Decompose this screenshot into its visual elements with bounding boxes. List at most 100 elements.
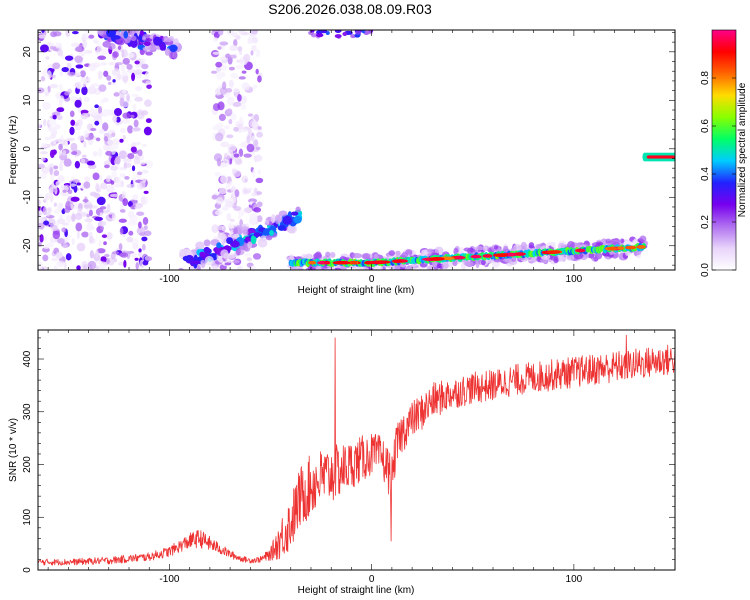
spectrogram-x-axis-label: Height of straight line (km) bbox=[298, 285, 415, 296]
rising-trace-blob bbox=[203, 246, 211, 254]
speckle-blob bbox=[38, 222, 45, 230]
speckle-blob bbox=[87, 86, 97, 95]
speckle-blob bbox=[226, 134, 234, 139]
speckle-blob bbox=[52, 31, 62, 37]
speckle-blob bbox=[139, 180, 146, 189]
speckle-blob bbox=[91, 205, 98, 209]
speckle-blob bbox=[70, 196, 80, 202]
speckle-blob bbox=[51, 257, 59, 262]
speckle-blob bbox=[125, 162, 132, 168]
speckle-blob bbox=[85, 30, 91, 34]
colorbar-tick-label: 0.4 bbox=[700, 167, 711, 181]
rising-trace-blob bbox=[242, 229, 249, 236]
trace-halo-blob bbox=[405, 249, 413, 255]
trace-peak-blob bbox=[454, 255, 465, 260]
speckle-blob bbox=[229, 223, 235, 229]
trace-halo-blob bbox=[510, 256, 517, 262]
speckle-blob bbox=[232, 259, 240, 264]
y-tick-label: 100 bbox=[22, 508, 33, 525]
speckle-blob bbox=[103, 70, 109, 77]
colorbar-tick-label: 0.8 bbox=[700, 71, 711, 85]
speckle-blob bbox=[45, 56, 50, 60]
speckle-blob bbox=[132, 127, 141, 132]
speckle-blob bbox=[214, 210, 223, 216]
speckle-blob bbox=[141, 243, 146, 251]
trace-halo-blob bbox=[352, 253, 362, 259]
speckle-blob bbox=[80, 158, 86, 164]
speckle-blob bbox=[253, 139, 259, 147]
speckle-blob bbox=[40, 157, 46, 162]
speckle-blob bbox=[66, 137, 76, 142]
speckle-blob bbox=[110, 165, 119, 171]
arc-blob bbox=[141, 36, 147, 41]
speckle-blob bbox=[82, 211, 87, 217]
speckle-blob bbox=[115, 177, 121, 184]
speckle-blob bbox=[57, 202, 64, 211]
speckle-blob bbox=[139, 161, 146, 165]
colorbar-gradient-bar bbox=[711, 29, 737, 271]
speckle-blob bbox=[65, 30, 71, 37]
speckle-blob bbox=[220, 174, 229, 184]
rising-trace-blob bbox=[247, 241, 253, 249]
trace-halo-blob bbox=[329, 267, 336, 270]
rising-trace-blob bbox=[223, 252, 230, 260]
trace-peak-blob bbox=[624, 245, 637, 250]
speckle-blob bbox=[233, 153, 240, 158]
fragment-blob bbox=[346, 30, 353, 35]
speckle-blob bbox=[74, 160, 81, 169]
fragment-blob bbox=[342, 31, 348, 36]
speckle-blob bbox=[218, 187, 227, 195]
speckle-blob bbox=[215, 122, 224, 129]
speckle-blob bbox=[238, 76, 246, 80]
speckle-blob bbox=[42, 206, 48, 216]
speckle-blob bbox=[130, 252, 138, 257]
trace-peak-blob bbox=[496, 253, 508, 257]
speckle-blob bbox=[119, 173, 126, 178]
speckle-blob bbox=[83, 181, 91, 189]
speckle-blob bbox=[43, 236, 48, 241]
speckle-blob bbox=[69, 126, 75, 136]
speckle-blob bbox=[251, 192, 257, 197]
speckle-blob bbox=[134, 205, 141, 210]
speckle-blob bbox=[232, 101, 242, 107]
rising-trace-blob bbox=[195, 241, 205, 250]
speckle-blob bbox=[49, 166, 53, 176]
speckle-blob bbox=[97, 70, 103, 80]
trace-peak-blob bbox=[482, 254, 493, 258]
speckle-blob bbox=[121, 119, 130, 124]
speckle-blob bbox=[61, 227, 67, 233]
speckle-blob bbox=[81, 86, 88, 96]
rising-trace-blob bbox=[274, 214, 281, 225]
speckle-blob bbox=[255, 68, 259, 75]
speckle-blob bbox=[53, 265, 58, 270]
speckle-blob bbox=[113, 107, 122, 117]
speckle-blob bbox=[52, 230, 61, 240]
speckle-blob bbox=[87, 232, 93, 238]
speckle-blob bbox=[127, 69, 136, 74]
speckle-blob bbox=[83, 140, 87, 148]
speckle-blob bbox=[103, 160, 112, 166]
speckle-blob bbox=[244, 252, 251, 257]
speckle-blob bbox=[38, 206, 41, 212]
speckle-blob bbox=[237, 46, 243, 52]
speckle-blob bbox=[144, 71, 150, 80]
speckle-blob bbox=[216, 157, 222, 167]
spectrogram-y-axis-label: Frequency (Hz) bbox=[8, 116, 19, 185]
speckle-blob bbox=[64, 55, 74, 61]
speckle-blob bbox=[55, 138, 64, 143]
speckle-blob bbox=[131, 238, 139, 246]
fragment-blob bbox=[334, 30, 342, 33]
speckle-blob bbox=[131, 165, 136, 172]
speckle-blob bbox=[106, 203, 111, 213]
speckle-blob bbox=[141, 63, 149, 70]
snr-frame bbox=[37, 329, 676, 571]
rising-trace-blob bbox=[203, 239, 211, 247]
speckle-blob bbox=[145, 118, 152, 124]
fragment-blob bbox=[315, 33, 324, 38]
trace-halo-blob bbox=[566, 254, 575, 261]
speckle-blob bbox=[43, 220, 50, 226]
speckle-blob bbox=[79, 70, 86, 78]
speckle-blob bbox=[122, 57, 130, 65]
speckle-blob bbox=[117, 45, 122, 50]
speckle-blob bbox=[96, 196, 106, 206]
